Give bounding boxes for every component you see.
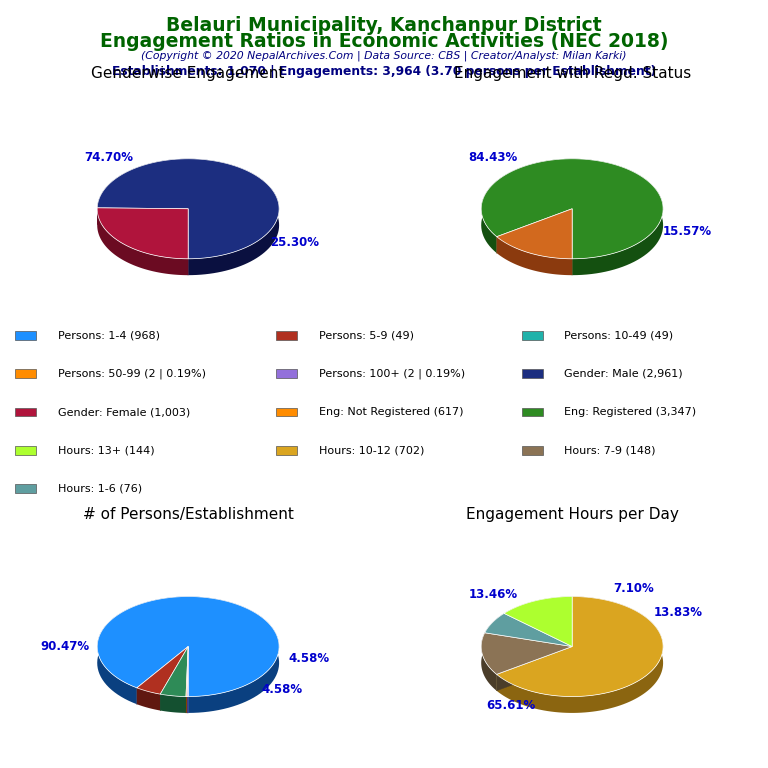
Text: 65.61%: 65.61%	[486, 699, 535, 711]
Polygon shape	[187, 647, 188, 713]
Polygon shape	[98, 208, 188, 225]
Text: Hours: 10-12 (702): Hours: 10-12 (702)	[319, 445, 424, 455]
Text: # of Persons/Establishment: # of Persons/Establishment	[83, 507, 293, 522]
Text: 15.57%: 15.57%	[663, 225, 712, 238]
Polygon shape	[161, 647, 188, 697]
Text: Persons: 1-4 (968): Persons: 1-4 (968)	[58, 330, 160, 340]
Text: Persons: 50-99 (2 | 0.19%): Persons: 50-99 (2 | 0.19%)	[58, 369, 206, 379]
FancyBboxPatch shape	[15, 408, 36, 416]
Text: 13.83%: 13.83%	[654, 606, 703, 619]
Polygon shape	[497, 209, 572, 259]
Polygon shape	[482, 633, 572, 674]
Polygon shape	[98, 208, 188, 225]
Polygon shape	[98, 159, 279, 259]
Polygon shape	[161, 647, 188, 710]
Polygon shape	[137, 688, 161, 710]
FancyBboxPatch shape	[15, 331, 36, 339]
Polygon shape	[485, 633, 572, 663]
Text: 84.43%: 84.43%	[468, 151, 518, 164]
Text: Engagement with Regd. Status: Engagement with Regd. Status	[454, 65, 690, 81]
Text: Genderwise Engagement: Genderwise Engagement	[91, 65, 285, 81]
Polygon shape	[497, 209, 572, 253]
Polygon shape	[504, 614, 572, 663]
Polygon shape	[497, 597, 663, 713]
FancyBboxPatch shape	[15, 485, 36, 493]
Polygon shape	[98, 597, 279, 697]
Polygon shape	[497, 647, 572, 690]
Polygon shape	[161, 647, 188, 710]
Polygon shape	[497, 597, 663, 697]
FancyBboxPatch shape	[276, 331, 297, 339]
Text: Hours: 7-9 (148): Hours: 7-9 (148)	[564, 445, 656, 455]
Text: Gender: Male (2,961): Gender: Male (2,961)	[564, 369, 683, 379]
Text: 90.47%: 90.47%	[41, 640, 90, 653]
Polygon shape	[497, 209, 572, 253]
Polygon shape	[482, 159, 663, 259]
Text: Eng: Not Registered (617): Eng: Not Registered (617)	[319, 407, 463, 417]
FancyBboxPatch shape	[276, 446, 297, 455]
Polygon shape	[137, 647, 188, 704]
Polygon shape	[187, 647, 188, 697]
Polygon shape	[137, 647, 188, 704]
Text: Engagement Hours per Day: Engagement Hours per Day	[465, 507, 679, 522]
FancyBboxPatch shape	[15, 446, 36, 455]
Polygon shape	[504, 597, 572, 647]
Text: Persons: 100+ (2 | 0.19%): Persons: 100+ (2 | 0.19%)	[319, 369, 465, 379]
FancyBboxPatch shape	[15, 369, 36, 378]
Polygon shape	[497, 237, 572, 275]
Polygon shape	[98, 208, 188, 259]
FancyBboxPatch shape	[522, 331, 543, 339]
Polygon shape	[186, 697, 187, 713]
Text: Hours: 13+ (144): Hours: 13+ (144)	[58, 445, 154, 455]
Text: Hours: 1-6 (76): Hours: 1-6 (76)	[58, 484, 142, 494]
Text: Persons: 5-9 (49): Persons: 5-9 (49)	[319, 330, 414, 340]
Text: Gender: Female (1,003): Gender: Female (1,003)	[58, 407, 190, 417]
Polygon shape	[482, 159, 663, 275]
Polygon shape	[137, 647, 188, 694]
Text: 74.70%: 74.70%	[84, 151, 134, 164]
Text: Persons: 10-49 (49): Persons: 10-49 (49)	[564, 330, 674, 340]
Polygon shape	[482, 633, 497, 690]
Polygon shape	[504, 597, 572, 630]
Text: Establishments: 1,070 | Engagements: 3,964 (3.70 persons per Establishment): Establishments: 1,070 | Engagements: 3,9…	[112, 65, 656, 78]
Text: Belauri Municipality, Kanchanpur District: Belauri Municipality, Kanchanpur Distric…	[166, 16, 602, 35]
Polygon shape	[98, 159, 279, 275]
Text: 7.10%: 7.10%	[613, 581, 654, 594]
Polygon shape	[186, 647, 188, 713]
Text: (Copyright © 2020 NepalArchives.Com | Data Source: CBS | Creator/Analyst: Milan : (Copyright © 2020 NepalArchives.Com | Da…	[141, 51, 627, 61]
Text: Engagement Ratios in Economic Activities (NEC 2018): Engagement Ratios in Economic Activities…	[100, 32, 668, 51]
Polygon shape	[98, 208, 188, 275]
Polygon shape	[187, 647, 188, 713]
FancyBboxPatch shape	[276, 408, 297, 416]
FancyBboxPatch shape	[276, 369, 297, 378]
Text: Eng: Registered (3,347): Eng: Registered (3,347)	[564, 407, 697, 417]
Text: 25.30%: 25.30%	[270, 236, 319, 249]
Polygon shape	[497, 647, 572, 690]
Polygon shape	[161, 694, 186, 713]
Polygon shape	[485, 614, 504, 649]
Polygon shape	[485, 633, 572, 663]
Polygon shape	[186, 647, 188, 713]
Text: 4.58%: 4.58%	[262, 684, 303, 697]
Polygon shape	[98, 597, 279, 713]
Polygon shape	[504, 614, 572, 663]
Text: 4.58%: 4.58%	[289, 652, 329, 665]
FancyBboxPatch shape	[522, 369, 543, 378]
FancyBboxPatch shape	[522, 408, 543, 416]
Polygon shape	[485, 614, 572, 647]
Polygon shape	[186, 647, 188, 697]
Polygon shape	[187, 697, 188, 713]
Text: 13.46%: 13.46%	[468, 588, 518, 601]
FancyBboxPatch shape	[522, 446, 543, 455]
